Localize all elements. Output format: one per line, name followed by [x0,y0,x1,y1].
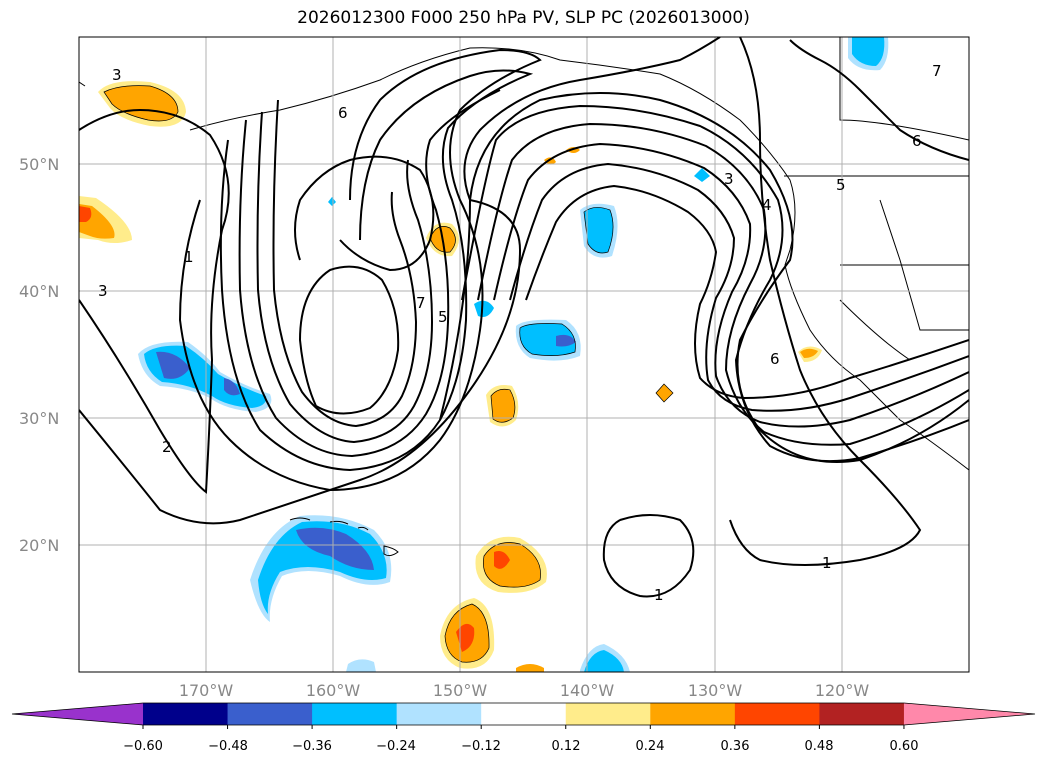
longitude-labels: 170°W 160°W 150°W 140°W 130°W 120°W [179,681,870,700]
contour-label: 6 [770,350,780,368]
lat-label: 50°N [19,155,59,174]
colorbar-tick-label: −0.12 [461,739,501,754]
lat-label: 30°N [19,409,59,428]
lat-label: 40°N [19,282,59,301]
contour-label: 5 [836,176,846,194]
colorbar-segment [734,703,820,725]
colorbar-segment [143,703,229,725]
contour-label: 1 [184,248,194,266]
colorbar-segment [396,703,482,725]
colorbar-segment [565,703,651,725]
pv-anomaly-fill [79,37,889,672]
lon-label: 140°W [560,681,615,700]
colorbar-tick-label: −0.60 [123,739,163,754]
colorbar-tick-label: 0.60 [890,739,919,754]
contour-label: 3 [112,66,122,84]
contour-label: 7 [932,62,942,80]
coastlines [79,37,969,557]
contour-label: 5 [438,308,448,326]
colorbar-segment [312,703,398,725]
lon-label: 130°W [688,681,743,700]
colorbar-tick-label: −0.48 [208,739,248,754]
colorbar-tick-labels: −0.60 −0.48 −0.36 −0.24 −0.12 0.12 0.24 … [123,739,918,754]
colorbar-extend-low [12,703,143,725]
colorbar-tick-label: 0.36 [721,739,750,754]
gridlines [79,37,969,672]
colorbar-tick-label: −0.36 [292,739,332,754]
colorbar-tick-label: 0.12 [552,739,581,754]
contour-label: 6 [912,132,922,150]
lat-label: 20°N [19,536,59,555]
colorbar-tick-label: 0.48 [805,739,834,754]
colorbar-segment [819,703,905,725]
colorbar [11,702,1036,729]
contour-label: 4 [762,196,772,214]
colorbar-segment [481,703,567,725]
contour-label: 1 [822,554,832,572]
map-frame [78,36,970,673]
lon-label: 120°W [815,681,870,700]
slp-contours [79,37,969,598]
colorbar-segment [650,703,736,725]
colorbar-tick-label: −0.24 [376,739,416,754]
contour-label: 6 [338,104,348,122]
pv-fill-outlines [103,85,674,663]
contour-label: 1 [654,586,664,604]
colorbar-tick-label: 0.24 [636,739,665,754]
colorbar-extend-high [903,703,1035,725]
lon-label: 150°W [433,681,488,700]
contour-label: 2 [162,438,172,456]
map-title: 2026012300 F000 250 hPa PV, SLP PC (2026… [297,8,750,28]
colorbar-segment [227,703,313,725]
contour-label: 3 [724,170,734,188]
contour-label: 7 [416,294,426,312]
contour-labels: 1 1 1 2 3 3 3 4 5 5 6 6 6 7 7 [98,62,942,604]
lon-label: 170°W [179,681,234,700]
latitude-labels: 20°N 30°N 40°N 50°N [19,155,59,555]
contour-label: 3 [98,282,108,300]
lon-label: 160°W [306,681,361,700]
